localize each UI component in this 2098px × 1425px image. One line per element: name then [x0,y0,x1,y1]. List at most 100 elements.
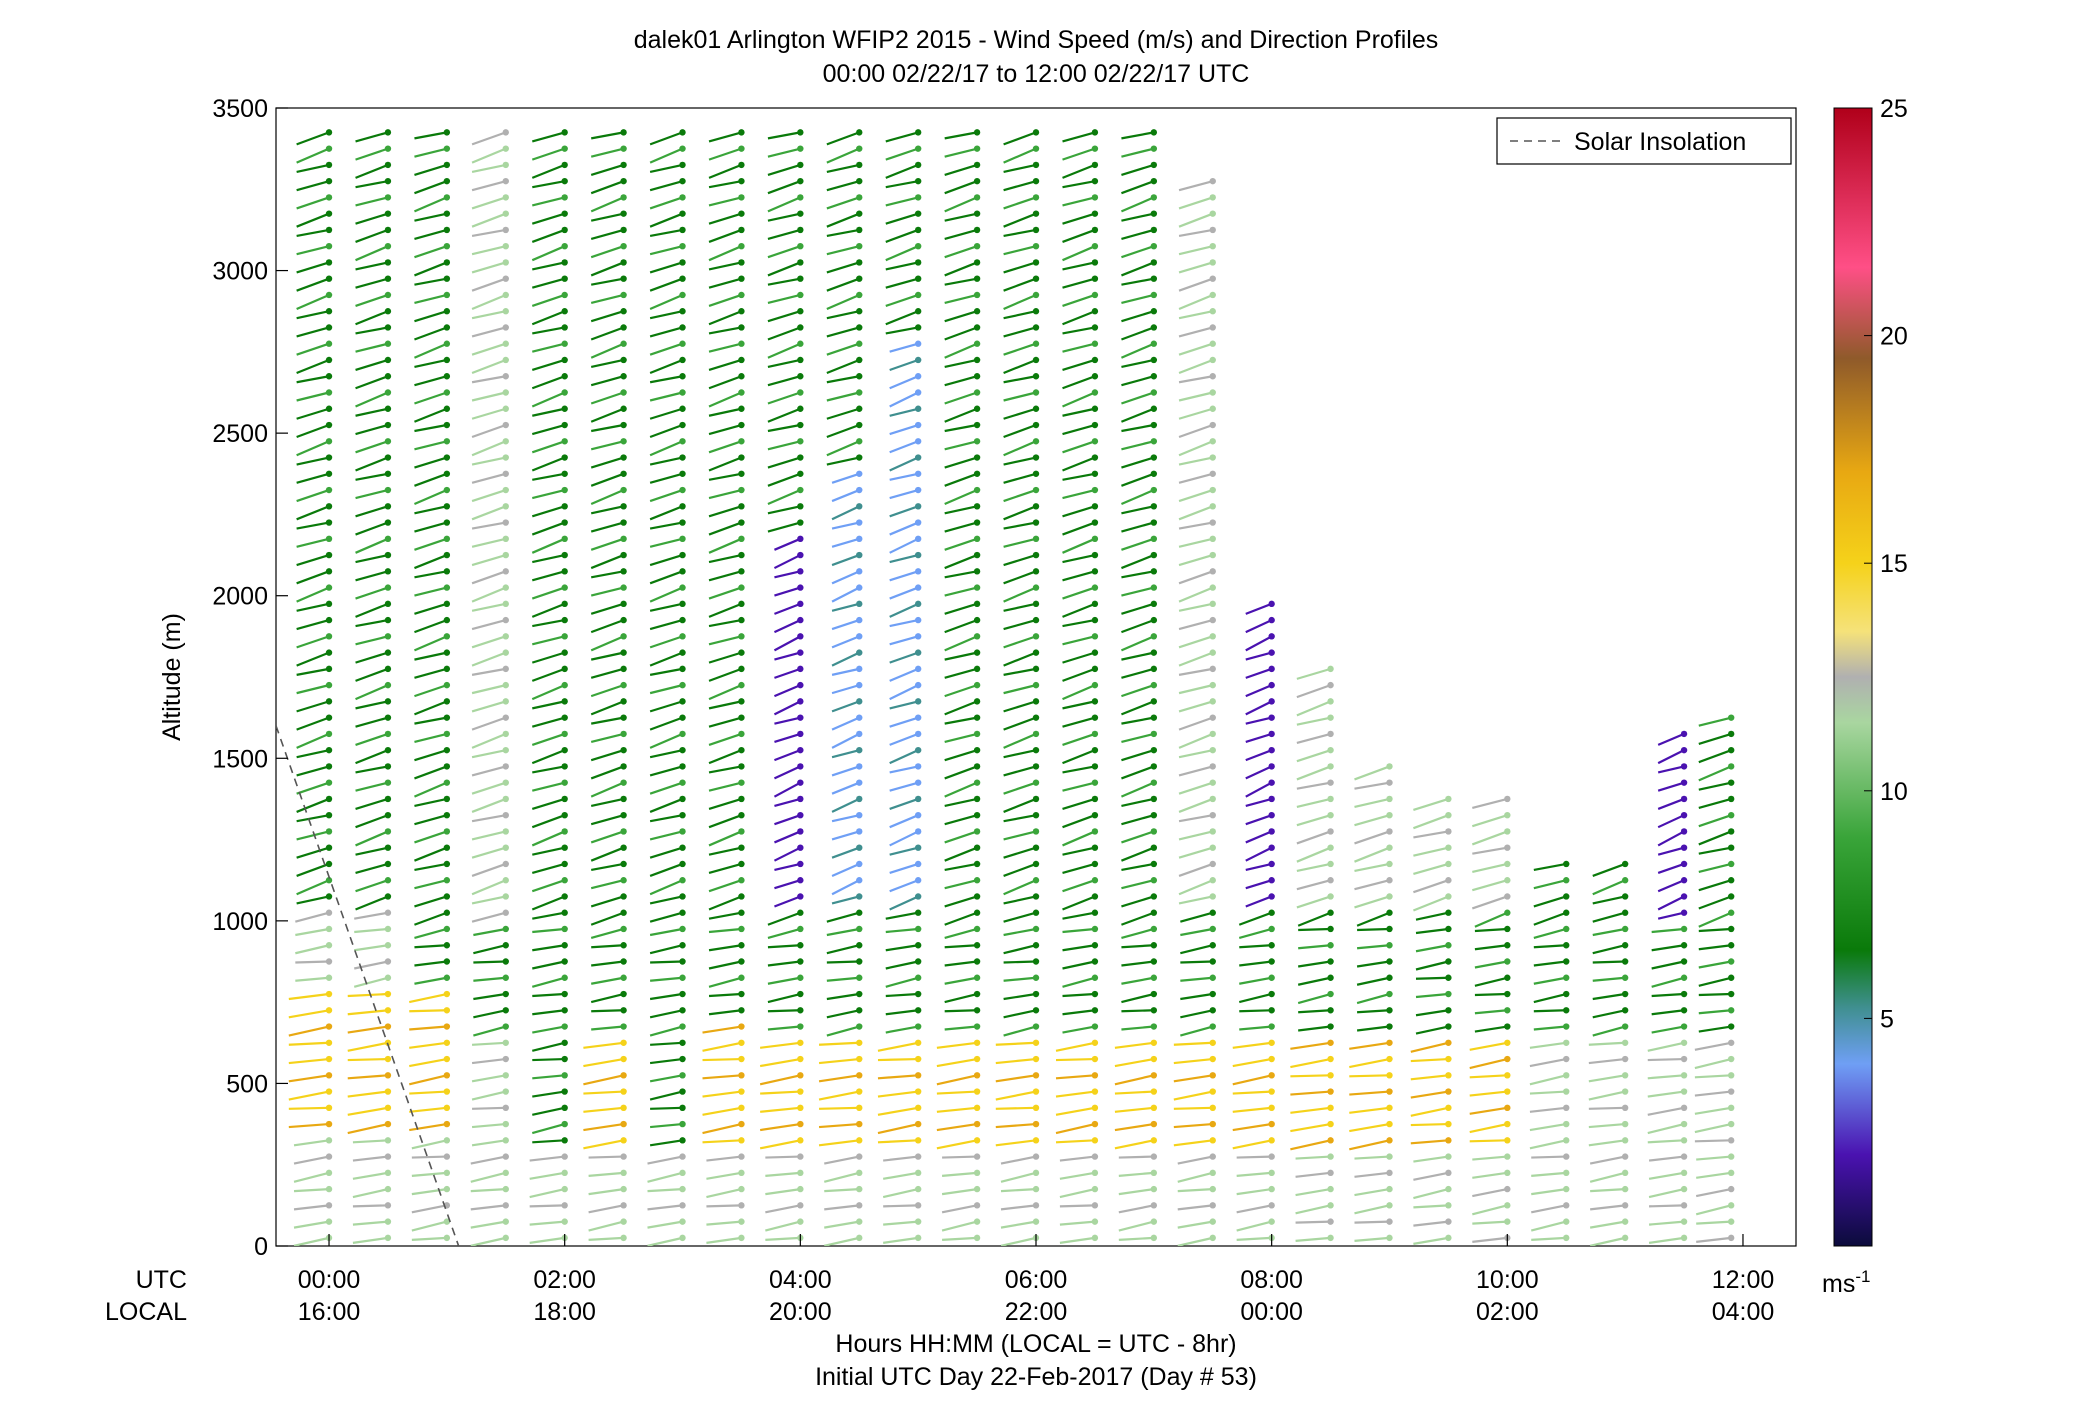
wind-barb [1232,1088,1275,1095]
wind-barb [1120,633,1158,652]
wind-barb [1290,1072,1334,1079]
wind-barb [1413,811,1452,830]
wind-barb [1698,925,1735,933]
wind-barb [1059,1234,1099,1244]
wind-barb [1121,161,1158,176]
wind-barb [944,486,981,506]
wind-barb [1694,1137,1735,1144]
wind-barb [944,877,981,890]
wind-barb [774,714,804,725]
wind-barb [773,844,804,862]
wind-barb [944,177,981,195]
wind-barb [826,1007,863,1019]
wind-barb [590,275,627,286]
wind-barb [1297,909,1334,927]
wind-barb [296,210,333,228]
wind-barb [708,486,745,500]
wind-barb [649,811,686,823]
wind-barb [1062,746,1099,765]
wind-barb [471,324,509,338]
wind-barb [650,1120,686,1129]
wind-barb [471,177,509,192]
wind-barb [1062,194,1099,207]
wind-barb [1245,681,1275,698]
wind-barb [355,860,392,875]
wind-barb [647,1202,686,1211]
wind-barb [347,1104,392,1116]
wind-barb [590,405,627,423]
wind-barb [1121,242,1158,259]
wind-barb [1121,405,1158,423]
wind-barb [760,1039,804,1049]
wind-barb [1121,649,1158,661]
wind-barb [1236,1218,1275,1232]
wind-barb [826,421,863,439]
wind-barb [355,844,392,856]
wind-barb [1296,746,1334,763]
wind-barb [296,681,333,695]
wind-barb [1003,145,1040,164]
wind-barb [355,681,392,701]
wind-barb [1236,1185,1275,1196]
wind-barb [532,942,568,952]
wind-barb [590,909,627,926]
wind-barb [1529,1072,1570,1086]
wind-barb [295,958,333,965]
wind-barb [471,194,509,210]
wind-barb [1657,746,1688,765]
wind-barb [296,454,333,466]
wind-barb [590,974,627,985]
wind-barb [1413,795,1452,811]
wind-barb [650,1039,686,1046]
wind-barb [471,535,509,548]
wind-barb [1296,877,1334,891]
wind-barb [1121,470,1158,487]
wind-barb [1118,1153,1158,1160]
wind-barb [588,1234,627,1242]
wind-barb [1295,1185,1334,1197]
wind-barb [824,1202,863,1211]
wind-barb [1354,779,1393,790]
wind-barb [1062,633,1099,646]
wind-barb [411,1234,451,1242]
wind-barb [649,535,686,548]
wind-barb [877,1120,922,1135]
wind-barb [889,503,922,518]
wind-barb [1180,990,1216,1001]
wind-barb [531,811,568,829]
wind-barb [1413,1202,1452,1209]
wind-barb [288,1023,333,1037]
wind-barb [944,779,981,798]
wind-barb [1592,1023,1629,1037]
wind-barb [1356,958,1393,968]
wind-barb [590,730,627,743]
wind-barb [590,161,627,176]
wind-barb [471,226,509,238]
wind-barb [1533,990,1570,1004]
wind-barb [1000,1202,1040,1211]
wind-barb [1178,486,1216,503]
wind-barb [414,226,451,240]
wind-barb [649,226,686,238]
wind-barb [590,503,627,515]
wind-barb [826,373,863,384]
wind-barb [944,714,981,725]
wind-barb [1178,259,1216,274]
x-tick-label-utc: 06:00 [1005,1266,1068,1294]
wind-barb [826,990,863,1001]
wind-barb [767,1007,804,1014]
wind-barb [414,909,451,926]
wind-barb [1062,681,1099,701]
wind-barb [355,714,392,728]
wind-barb [414,291,451,305]
wind-barb [767,340,804,359]
wind-barb [288,1039,333,1046]
wind-barb [767,438,804,451]
wind-barb [826,275,863,292]
wind-barb [1648,1153,1688,1162]
wind-barb [296,324,333,338]
wind-barb [471,714,509,731]
wind-barb [1298,925,1334,933]
wind-barb [944,210,981,222]
wind-barb [1588,1039,1629,1046]
